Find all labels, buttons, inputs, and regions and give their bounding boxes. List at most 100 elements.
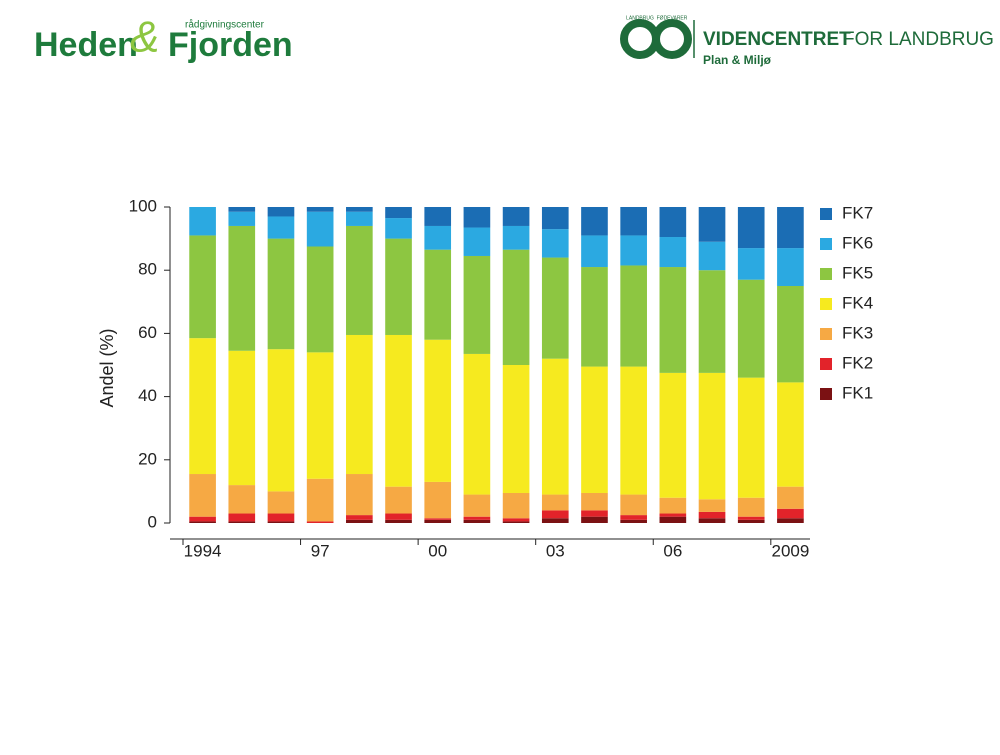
bar-segment: [463, 255, 491, 354]
legend-label: FK2: [842, 353, 873, 372]
bar-segment: [541, 358, 569, 495]
bar-segment: [620, 265, 647, 367]
bar-segment: [581, 366, 608, 493]
bar-segment: [189, 207, 216, 236]
y-tick-label: 100: [129, 196, 157, 215]
bar-segment: [463, 227, 491, 256]
bar-segment: [737, 207, 765, 249]
bar-segment: [620, 515, 647, 520]
bar-segment: [424, 518, 452, 520]
bar-segment: [228, 211, 256, 226]
y-tick-label: 0: [148, 512, 157, 531]
bar-segment: [698, 270, 726, 373]
x-tick-label: 03: [546, 541, 565, 560]
bar-segment: [463, 494, 491, 517]
bar-segment: [659, 372, 687, 498]
bar-segment: [346, 207, 373, 212]
x-tick-label: 2009: [771, 541, 809, 560]
bar-segment: [463, 353, 491, 495]
bar-segment: [228, 485, 256, 514]
logo-word: Heden: [34, 26, 138, 64]
bar-segment: [777, 382, 804, 487]
bar-segment: [306, 478, 334, 522]
bar-segment: [737, 279, 765, 378]
bar-segment: [659, 207, 687, 238]
bar-segment: [228, 207, 256, 212]
y-tick-label: 40: [138, 386, 157, 405]
ring-label: FØDEVARER: [657, 15, 688, 21]
bar-segment: [502, 249, 530, 365]
bar-segment: [306, 521, 334, 523]
bar-segment: [620, 519, 647, 523]
x-tick-label: 97: [311, 541, 330, 560]
bar-segment: [306, 207, 334, 212]
ring-label: LANDBRUG: [626, 15, 654, 21]
legend-swatch: [820, 268, 832, 280]
bar-segment: [189, 338, 216, 475]
bar-segment: [581, 267, 608, 367]
bar-segment: [267, 513, 295, 522]
bar-segment: [463, 519, 491, 523]
legend-swatch: [820, 208, 832, 220]
bar-segment: [659, 516, 687, 523]
bar-segment: [541, 518, 569, 523]
bar-segment: [189, 235, 216, 339]
bar-segment: [659, 497, 687, 514]
legend-label: FK1: [842, 383, 873, 402]
bar-segment: [267, 349, 295, 492]
bar-segment: [385, 218, 412, 239]
x-tick-label: 06: [663, 541, 682, 560]
bar-segment: [777, 508, 804, 519]
bar-segment: [228, 225, 256, 351]
bar-segment: [502, 521, 530, 523]
bar-segment: [737, 519, 765, 523]
chart: Andel (%) 0 20 40 60 80 100 1994 97 00 03 06 2009 FK…: [97, 196, 873, 560]
bar-segment: [502, 365, 530, 493]
bar-segment: [424, 481, 452, 519]
bar-segment: [581, 207, 608, 236]
logo-name: FOR LANDBRUG: [843, 29, 994, 50]
bar-segment: [463, 516, 491, 520]
bar-segment: [306, 246, 334, 353]
legend-label: FK3: [842, 323, 873, 342]
bar-segment: [737, 248, 765, 280]
x-tick-label: 1994: [184, 541, 222, 560]
bar-segment: [541, 510, 569, 519]
bar-segment: [777, 518, 804, 523]
bar-segment: [737, 497, 765, 517]
bar-segment: [228, 521, 256, 523]
bar-segment: [777, 207, 804, 249]
bar-segment: [698, 511, 726, 519]
bar-segment: [698, 241, 726, 271]
bar-segment: [463, 207, 491, 228]
bar-segment: [620, 207, 647, 236]
bar-segment: [581, 235, 608, 268]
bar-segment: [581, 492, 608, 511]
y-axis-label: Andel (%): [97, 328, 117, 407]
x-tick-label: 00: [428, 541, 447, 560]
y-tick-label: 20: [138, 449, 157, 468]
bar-segment: [385, 486, 412, 514]
bar-segment: [267, 521, 295, 523]
bar-segment: [424, 519, 452, 523]
bar-segment: [581, 516, 608, 523]
legend-swatch: [820, 388, 832, 400]
bar-segment: [385, 513, 412, 520]
logo-amp: &: [130, 13, 159, 62]
left-logo: Heden & Fjorden rådgivningscenter: [34, 13, 293, 64]
bar-segment: [737, 516, 765, 520]
bar-segment: [346, 334, 373, 475]
bar-segment: [698, 372, 726, 500]
right-logo: LANDBRUG FØDEVARER VIDENCENTRET FOR LAND…: [620, 15, 994, 67]
legend-swatch: [820, 358, 832, 370]
bar-segment: [385, 519, 412, 523]
bar-segment: [306, 211, 334, 247]
bar-segment: [385, 207, 412, 219]
bar-segment: [698, 499, 726, 512]
legend-label: FK5: [842, 263, 873, 282]
bar-segment: [267, 216, 295, 239]
bar-segment: [424, 249, 452, 340]
bar-segment: [737, 377, 765, 498]
legend-swatch: [820, 238, 832, 250]
bar-segment: [502, 207, 530, 226]
